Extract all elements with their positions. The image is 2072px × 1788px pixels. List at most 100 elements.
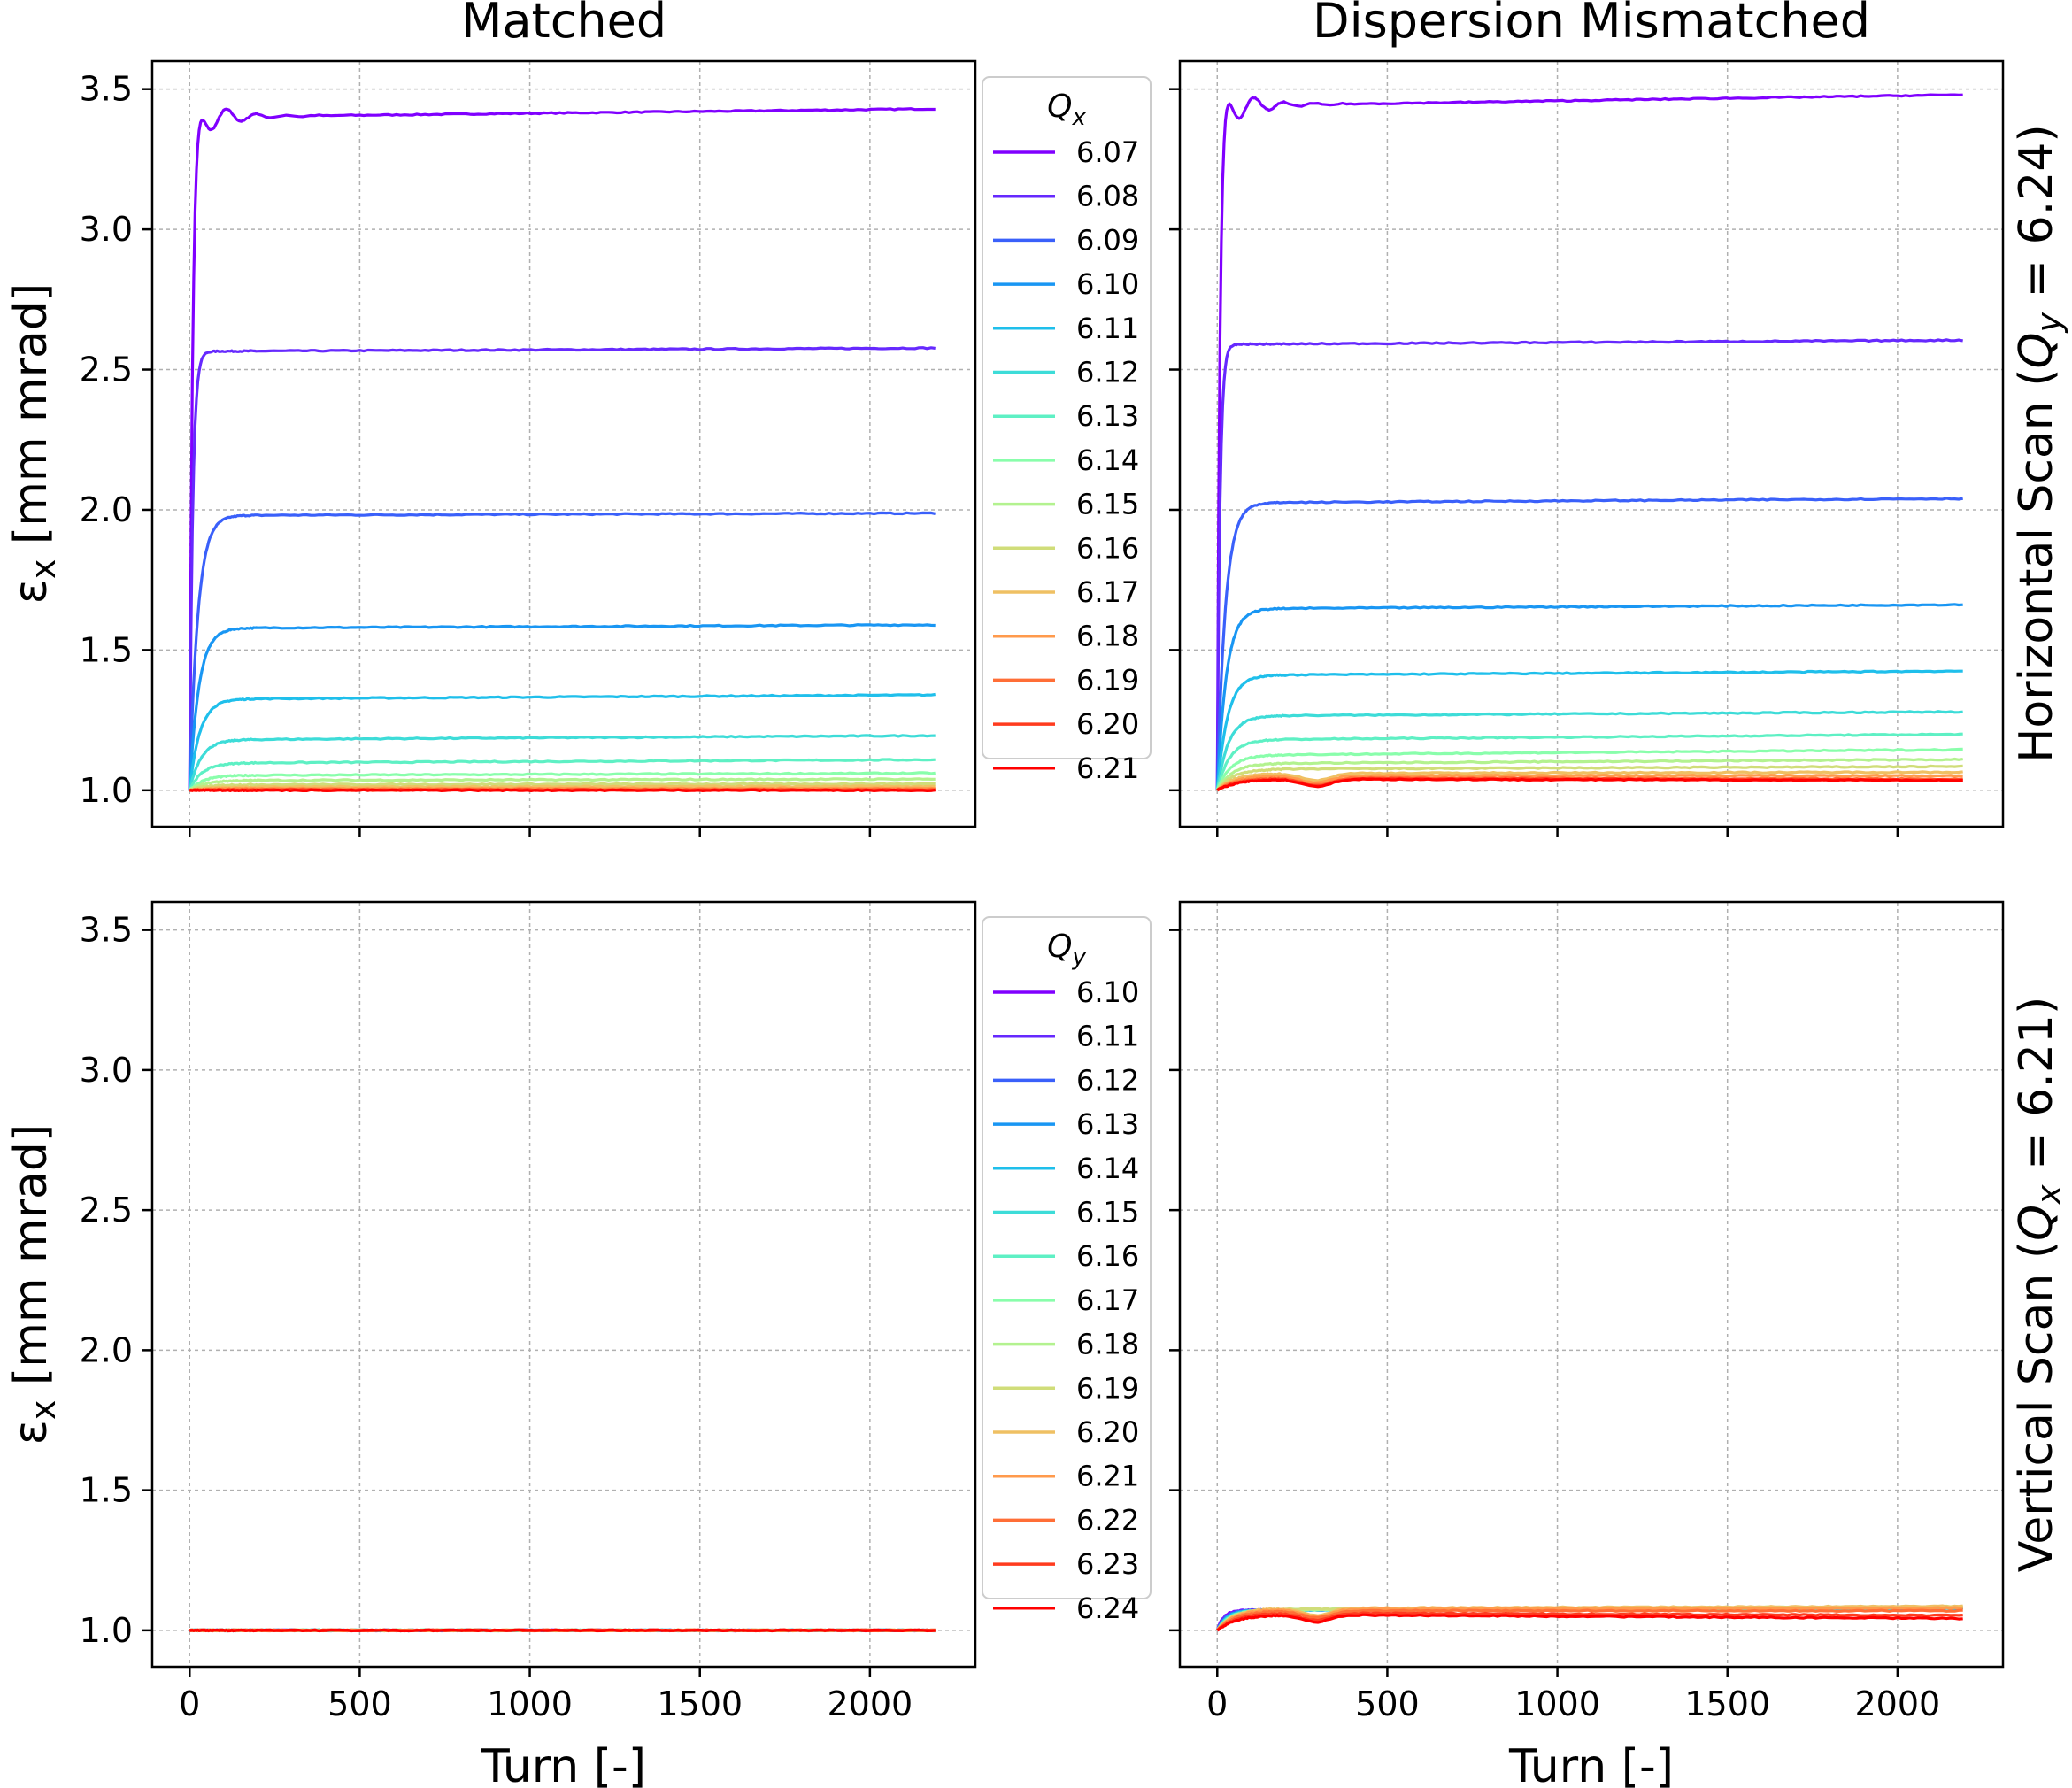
y-tick-label: 3.0 [80,1051,133,1090]
series-line-6.13 [1215,732,1963,791]
x-tick-label: 1500 [1684,1684,1770,1723]
y-tick-label: 2.0 [80,1330,133,1369]
series-line-6.17 [1216,770,1963,791]
panel-mismatched-horizontal [1169,59,2005,837]
y-tick-label: 2.0 [80,490,133,529]
panel-mismatched-vertical: 0 500 1000 1500 2000 [1169,900,2005,1723]
legend-entry: 6.17 [1076,1283,1139,1317]
series-line-6.11 [1215,669,1963,790]
series-line-6.24 [1216,1613,1963,1632]
x-tick-label: 0 [179,1684,200,1723]
legend-entry: 6.22 [1076,1503,1139,1537]
y-tick-label: 1.0 [80,1611,133,1650]
axes-frame [1178,59,2005,828]
x-tick-label: 1000 [487,1684,573,1723]
legend-entry: 6.21 [1076,751,1139,785]
y-tick-label: 2.5 [80,351,133,389]
legend-entry: 6.19 [1076,1371,1139,1405]
series-line-6.21 [1216,777,1963,792]
y-tick-label: 3.0 [80,210,133,249]
legend-entry: 6.11 [1076,1020,1139,1053]
series-line-6.08 [188,346,936,790]
series-line-6.16 [1216,764,1963,791]
column-title: Dispersion Mismatched [1313,0,1870,49]
series-line-6.15 [189,777,936,791]
y-axis-label: εx [mm mrad] [4,1124,63,1445]
panel-matched-vertical: 0 500 1000 1500 2000 1.0 1.5 2.0 2.5 3.0 3.5 [80,900,977,1723]
series-line-6.22 [1216,1608,1963,1632]
legend-entry: 6.11 [1076,312,1139,345]
series-line-6.09 [188,511,936,790]
x-tick-label: 2000 [1855,1684,1941,1723]
legend-entry: 6.09 [1076,223,1139,257]
series-line-6.14 [189,771,936,791]
legend-entry: 6.23 [1076,1547,1139,1581]
series-line-6.21 [1216,1606,1963,1631]
panel-matched-horizontal: 1.0 1.5 2.0 2.5 3.0 3.5 [80,59,977,837]
panels: 1.0 1.5 2.0 2.5 3.0 3.5 0 500 1000 1500 2000 1.0 1.5… [80,59,2005,1723]
series-line-6.09 [1215,497,1963,790]
y-tick-label: 3.5 [80,70,133,109]
series-line-6.15 [1215,757,1963,791]
x-tick-label: 500 [327,1684,392,1723]
row-label: Horizontal Scan (Qy = 6.24) [2010,124,2068,762]
legend-title: Qx [1047,89,1086,131]
axes-frame [150,900,977,1669]
legend-entry: 6.12 [1076,356,1139,389]
legend-entry: 6.16 [1076,531,1139,565]
legend-qx: Qx 6.07 6.08 6.09 6.10 6.11 6.12 6.13 6.14 6.15 6.… [982,76,1152,785]
series-line-6.07 [188,107,936,790]
series-line-6.23 [1216,1611,1963,1632]
row-label: Vertical Scan (Qx = 6.21) [2010,997,2068,1573]
axes-frame [150,59,977,828]
legend-entry: 6.15 [1076,1196,1139,1229]
y-tick-label: 1.0 [80,771,133,810]
y-tick-label: 1.5 [80,630,133,669]
series-line-6.17 [189,784,936,792]
series-line-6.10 [188,623,936,790]
legend-entry: 6.07 [1076,135,1139,169]
legend-box [982,916,1152,1599]
series-line-6.12 [1215,710,1963,791]
legend-entry: 6.21 [1076,1460,1139,1493]
legend-entry: 6.18 [1076,1328,1139,1361]
series-line-6.16 [189,782,936,792]
y-tick-label: 3.5 [80,911,133,950]
series-line-6.13 [188,758,936,791]
x-tick-label: 500 [1355,1684,1420,1723]
axes-frame [1178,900,2005,1669]
x-tick-label: 0 [1206,1684,1228,1723]
legend-entry: 6.13 [1076,1107,1139,1141]
legend-entry: 6.10 [1076,975,1139,1009]
labels: Matched Dispersion Mismatched Turn [-] Turn… [4,0,2068,1788]
series-line-6.11 [188,692,936,790]
legend-entry: 6.20 [1076,1415,1139,1449]
x-axis-label: Turn [-] [1508,1740,1674,1788]
series-line-6.18 [1216,774,1963,791]
x-axis-label: Turn [-] [481,1740,646,1788]
legend-entry: 6.15 [1076,488,1139,521]
legends: Qx 6.07 6.08 6.09 6.10 6.11 6.12 6.13 6.14 6.15 6.… [982,76,1152,1625]
x-tick-label: 1500 [657,1684,743,1723]
legend-entry: 6.08 [1076,180,1139,213]
legend-entry: 6.18 [1076,620,1139,653]
series-line-6.07 [1215,93,1963,790]
x-tick-label: 2000 [828,1684,913,1723]
legend-entry: 6.20 [1076,707,1139,741]
legend-entry: 6.13 [1076,399,1139,433]
series-line-6.08 [1215,338,1963,790]
series-line-6.10 [1215,603,1963,790]
legend-qy: Qy6.106.116.126.136.146.156.166.176.186.… [982,916,1152,1625]
legend-entry: 6.19 [1076,663,1139,697]
legend-entry: 6.14 [1076,1152,1139,1185]
y-tick-label: 2.5 [80,1191,133,1229]
legend-entry: 6.24 [1076,1591,1139,1625]
x-tick-label: 1000 [1514,1684,1600,1723]
legend-entry: 6.12 [1076,1063,1139,1097]
y-tick-label: 1.5 [80,1471,133,1510]
legend-entry: 6.17 [1076,575,1139,609]
y-axis-label: εx [mm mrad] [4,283,63,604]
legend-box [982,76,1152,759]
series-line-6.12 [188,734,936,791]
